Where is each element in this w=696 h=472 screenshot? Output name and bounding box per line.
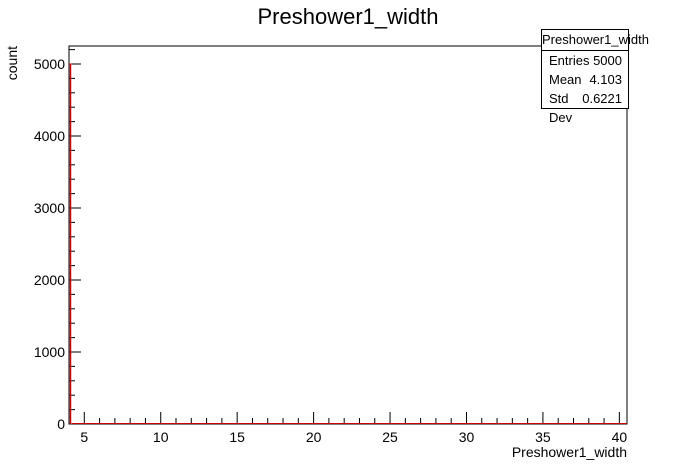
stats-label-stddev: Std Dev — [549, 91, 573, 125]
y-axis-title: count — [4, 46, 20, 80]
y-tick-label: 2000 — [34, 272, 65, 288]
x-tick-label: 35 — [535, 429, 551, 445]
stats-row-stddev: Std Dev 0.6221 — [542, 89, 628, 125]
stats-value-stddev: 0.6221 — [582, 91, 622, 106]
stats-box-title: Preshower1_width — [542, 30, 649, 51]
y-tick-label: 5000 — [34, 56, 65, 72]
x-tick-label: 10 — [153, 429, 169, 445]
stats-box: Preshower1_width Entries 5000 Mean 4.103… — [541, 29, 649, 125]
y-tick-label: 3000 — [34, 200, 65, 216]
stats-row-entries: Entries 5000 — [542, 51, 628, 70]
x-axis-title: Preshower1_width — [512, 444, 627, 460]
stats-value-mean: 4.103 — [589, 72, 622, 87]
chart-title: Preshower1_width — [257, 4, 439, 29]
stats-label-entries: Entries — [549, 53, 590, 68]
x-tick-label: 30 — [459, 429, 475, 445]
stats-row-mean: Mean 4.103 — [542, 70, 628, 89]
stats-value-entries: 5000 — [593, 53, 622, 68]
x-tick-label: 15 — [229, 429, 245, 445]
x-tick-label: 40 — [612, 429, 628, 445]
x-tick-label: 5 — [80, 429, 88, 445]
y-tick-label: 1000 — [34, 344, 65, 360]
y-tick-label: 4000 — [34, 128, 65, 144]
y-tick-label: 0 — [57, 416, 65, 432]
x-tick-label: 20 — [306, 429, 322, 445]
stats-label-mean: Mean — [549, 72, 582, 87]
x-tick-label: 25 — [382, 429, 398, 445]
